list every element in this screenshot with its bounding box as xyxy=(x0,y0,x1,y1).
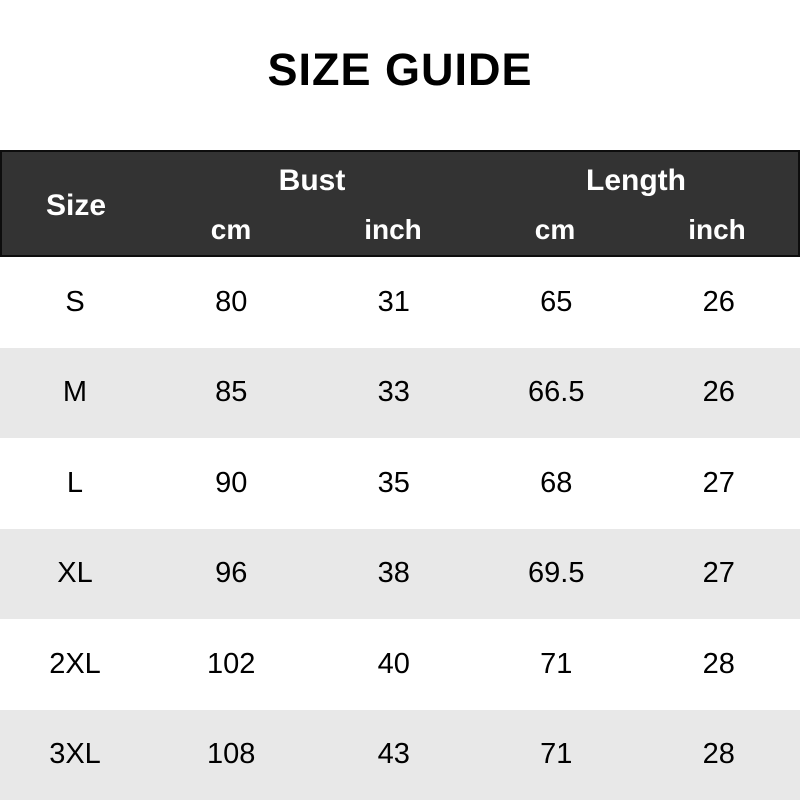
measurement-cell: 33 xyxy=(377,376,410,409)
table-row: XL 96 38 69.5 27 xyxy=(0,528,800,619)
measurement-cell: 69.5 xyxy=(528,557,585,590)
table-body: S 80 31 65 26 M 85 33 66.5 26 L 90 35 68 27 XL 96 38 69.5 2… xyxy=(0,257,800,800)
title-area: SIZE GUIDE xyxy=(0,0,800,150)
size-cell: M xyxy=(62,376,88,409)
size-cell: 2XL xyxy=(49,647,101,680)
size-cell: 3XL xyxy=(49,738,101,771)
measurement-cell: 28 xyxy=(702,647,735,680)
measurement-cell: 28 xyxy=(702,738,735,771)
column-group-length: Length xyxy=(586,163,686,197)
column-header-length-cm: cm xyxy=(534,214,576,246)
column-header-size: Size xyxy=(45,188,107,222)
measurement-cell: 90 xyxy=(215,466,248,499)
measurement-cell: 65 xyxy=(540,285,573,318)
measurement-cell: 108 xyxy=(207,738,256,771)
size-cell: L xyxy=(66,466,84,499)
measurement-cell: 27 xyxy=(702,466,735,499)
measurement-cell: 27 xyxy=(702,557,735,590)
measurement-cell: 96 xyxy=(215,557,248,590)
table-row: M 85 33 66.5 26 xyxy=(0,347,800,438)
column-header-length-inch: inch xyxy=(688,214,746,246)
measurement-cell: 40 xyxy=(377,647,410,680)
measurement-cell: 71 xyxy=(540,647,573,680)
measurement-cell: 31 xyxy=(377,285,410,318)
table-row: 2XL 102 40 71 28 xyxy=(0,619,800,710)
table-header: Size Bust Length cm inch cm inch xyxy=(0,150,800,257)
column-group-bust: Bust xyxy=(278,163,346,197)
measurement-cell: 102 xyxy=(207,647,256,680)
measurement-cell: 26 xyxy=(702,376,735,409)
measurement-cell: 38 xyxy=(377,557,410,590)
measurement-cell: 85 xyxy=(215,376,248,409)
measurement-cell: 66.5 xyxy=(528,376,585,409)
page-title: SIZE GUIDE xyxy=(267,44,533,95)
column-header-bust-inch: inch xyxy=(364,214,422,246)
measurement-cell: 68 xyxy=(540,466,573,499)
measurement-cell: 26 xyxy=(702,285,735,318)
table-row: L 90 35 68 27 xyxy=(0,438,800,529)
table-row: 3XL 108 43 71 28 xyxy=(0,709,800,800)
table-row: S 80 31 65 26 xyxy=(0,257,800,348)
measurement-cell: 71 xyxy=(540,738,573,771)
size-cell: S xyxy=(65,285,85,318)
size-cell: XL xyxy=(57,557,93,590)
measurement-cell: 80 xyxy=(215,285,248,318)
column-header-bust-cm: cm xyxy=(210,214,252,246)
measurement-cell: 43 xyxy=(377,738,410,771)
measurement-cell: 35 xyxy=(377,466,410,499)
size-guide-table: Size Bust Length cm inch cm inch S 80 31 65… xyxy=(0,150,800,800)
